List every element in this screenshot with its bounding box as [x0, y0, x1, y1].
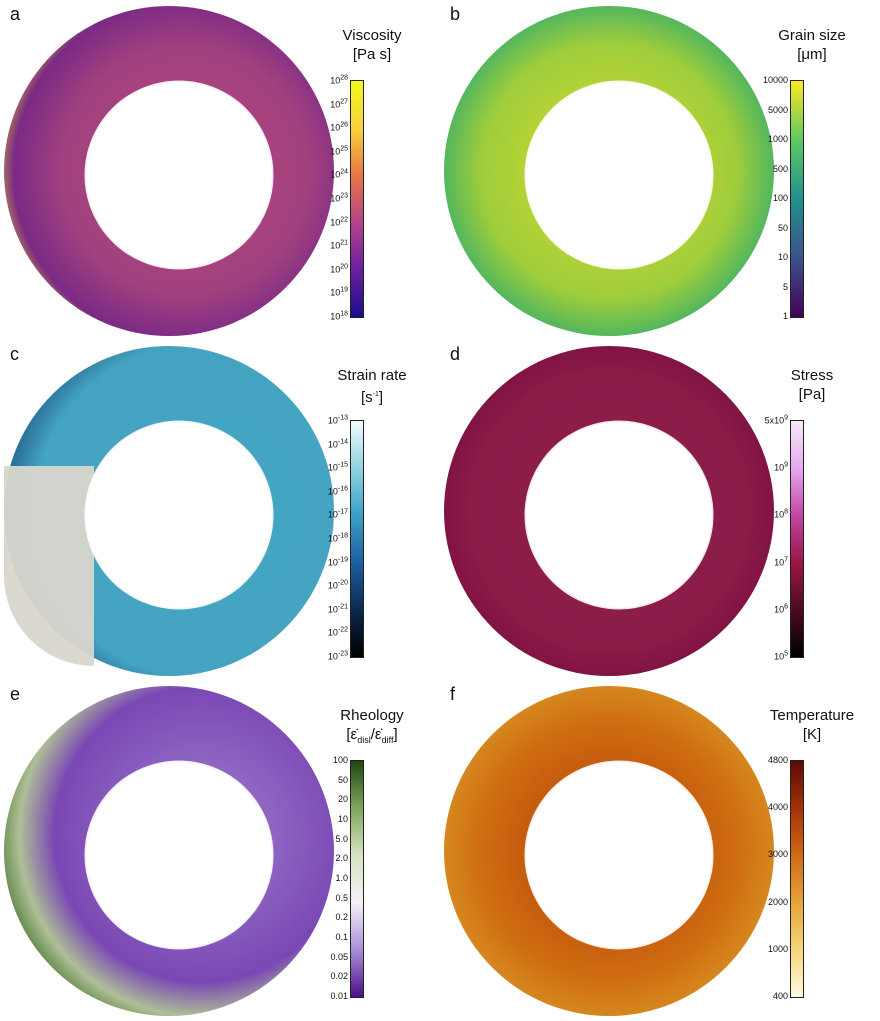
colorbar-tick-label: 5000 — [767, 104, 788, 115]
core-hole — [526, 762, 712, 948]
colorbar-tick-label: 1023 — [330, 192, 348, 204]
panel-viscosity: a Viscosity [Pa s] 1028 1027 1026 1025 1024 10… — [0, 0, 440, 340]
colorbar — [350, 80, 364, 318]
colorbar-tick-label: 0.01 — [330, 991, 348, 1001]
mantle-ring-image — [444, 346, 774, 676]
panel-label: c — [10, 344, 19, 364]
core-hole — [86, 762, 272, 948]
colorbar-tick-label: 1021 — [330, 239, 348, 251]
colorbar-tick-label: 2.0 — [335, 853, 348, 864]
colorbar-tick-label: 4000 — [767, 802, 788, 813]
colorbar-ticks: 100 50 20 10 5.0 2.0 1.0 0.5 0.2 0.1 0.05 0.02 0.01 — [310, 755, 348, 1001]
colorbar-tick-label: 10-14 — [327, 438, 348, 450]
panel-stress: d Stress [Pa] 5x109 109 108 107 106 105 — [440, 340, 880, 680]
colorbar-tick-label: 1020 — [330, 263, 348, 275]
colorbar-tick-label: 5x109 — [764, 414, 788, 426]
colorbar-title: Temperature [K] — [769, 707, 855, 743]
colorbar-tick-label: 1022 — [330, 216, 348, 228]
panel-label: d — [450, 344, 461, 364]
mantle-ring-image — [4, 686, 334, 1016]
colorbar-ticks: 1028 1027 1026 1025 1024 1023 1022 1021 1020 1019… — [310, 75, 348, 322]
colorbar-tick-label: 10-18 — [327, 532, 348, 544]
colorbar — [350, 420, 364, 658]
panel-rheology: e Rheology [ε̇disl/ε̇diff] 100 50 20 10 5.0 2.… — [0, 680, 440, 1020]
colorbar — [350, 760, 364, 998]
colorbar-tick-label: 10-23 — [327, 650, 348, 662]
colorbar-tick-label: 0.02 — [330, 971, 348, 982]
colorbar-tick-label: 5.0 — [335, 833, 348, 844]
colorbar-tick-label: 500 — [772, 163, 788, 174]
colorbar-tick-label: 108 — [774, 508, 788, 520]
colorbar-tick-label: 1.0 — [335, 873, 348, 883]
colorbar-tick-label: 106 — [774, 603, 788, 615]
colorbar-tick-label: 1019 — [330, 286, 348, 298]
colorbar — [790, 760, 804, 998]
colorbar-tick-label: 10-16 — [327, 485, 348, 497]
colorbar-tick-label: 10-13 — [327, 414, 348, 426]
panel-grain-size: b Grain size [μm] 10000 5000 1000 500 100 50 10… — [440, 0, 880, 340]
colorbar-ticks: 10000 5000 1000 500 100 50 10 5 1 — [750, 75, 788, 321]
colorbar-tick-label: 0.5 — [335, 892, 348, 903]
colorbar-tick-label: 107 — [774, 556, 788, 568]
colorbar-tick-label: 1018 — [330, 310, 348, 322]
colorbar — [790, 420, 804, 658]
colorbar-tick-label: 1000 — [767, 943, 788, 954]
colorbar-title: Rheology [ε̇disl/ε̇diff] — [340, 707, 404, 745]
colorbar-tick-label: 50 — [777, 222, 788, 233]
panel-label: e — [10, 684, 21, 704]
colorbar-tick-label: 109 — [774, 461, 788, 473]
colorbar-title: Strain rate [s-1] — [337, 367, 407, 406]
colorbar-tick-label: 10-21 — [327, 603, 348, 615]
colorbar-tick-label: 10-20 — [327, 579, 348, 591]
core-hole — [526, 422, 712, 608]
colorbar-tick-label: 1 — [782, 311, 788, 321]
colorbar-tick-label: 5 — [782, 281, 788, 292]
colorbar-tick-label: 10 — [777, 252, 788, 262]
colorbar-tick-label: 1024 — [330, 168, 348, 180]
panel-label: b — [450, 4, 461, 24]
core-hole — [86, 82, 272, 268]
colorbar-tick-label: 100 — [332, 755, 348, 765]
colorbar-tick-label: 105 — [774, 650, 788, 662]
colorbar-ticks: 4800 4000 3000 2000 1000 400 — [750, 755, 788, 1001]
colorbar-tick-label: 2000 — [767, 896, 788, 907]
panel-label: a — [10, 4, 21, 24]
colorbar-tick-label: 1027 — [330, 98, 348, 110]
colorbar-tick-label: 50 — [337, 774, 348, 785]
colorbar-tick-label: 20 — [337, 794, 348, 805]
colorbar-title: Grain size [μm] — [778, 27, 846, 63]
core-hole — [526, 82, 712, 268]
mantle-ring-image — [4, 346, 334, 676]
colorbar-title: Stress [Pa] — [790, 367, 834, 403]
colorbar-tick-label: 1025 — [330, 145, 348, 157]
core-hole — [86, 422, 272, 608]
colorbar-tick-label: 3000 — [767, 849, 788, 860]
colorbar-tick-label: 10-15 — [327, 461, 348, 473]
colorbar-tick-label: 100 — [772, 193, 788, 203]
colorbar-ticks: 10-13 10-14 10-15 10-16 10-17 10-18 10-19 10-20… — [310, 415, 348, 662]
colorbar-tick-label: 1026 — [330, 121, 348, 133]
panel-label: f — [450, 684, 456, 704]
mantle-ring-image — [4, 6, 334, 336]
colorbar-title: Viscosity [Pa s] — [342, 27, 402, 63]
colorbar-tick-label: 400 — [772, 991, 788, 1001]
panel-temperature: f Temperature [K] 4800 4000 3000 2000 1000 400 — [440, 680, 880, 1020]
colorbar-tick-label: 10-17 — [327, 508, 348, 520]
colorbar-tick-label: 0.05 — [330, 951, 348, 962]
colorbar-tick-label: 0.2 — [335, 912, 348, 923]
colorbar-tick-label: 1000 — [767, 134, 788, 144]
colorbar-tick-label: 1028 — [330, 74, 348, 86]
colorbar-tick-label: 10-22 — [327, 626, 348, 638]
colorbar-tick-label: 10 — [337, 814, 348, 824]
colorbar-tick-label: 0.1 — [335, 932, 348, 942]
colorbar-tick-label: 10000 — [762, 75, 788, 85]
colorbar-tick-label: 4800 — [767, 755, 788, 765]
mantle-ring-image — [444, 686, 774, 1016]
mantle-ring-image — [444, 6, 774, 336]
colorbar-tick-label: 10-19 — [327, 556, 348, 568]
colorbar-ticks: 5x109 109 108 107 106 105 — [750, 415, 788, 662]
colorbar — [790, 80, 804, 318]
panel-strain-rate: c Strain rate [s-1] 10-13 10-14 10-15 10-16 1… — [0, 340, 440, 680]
